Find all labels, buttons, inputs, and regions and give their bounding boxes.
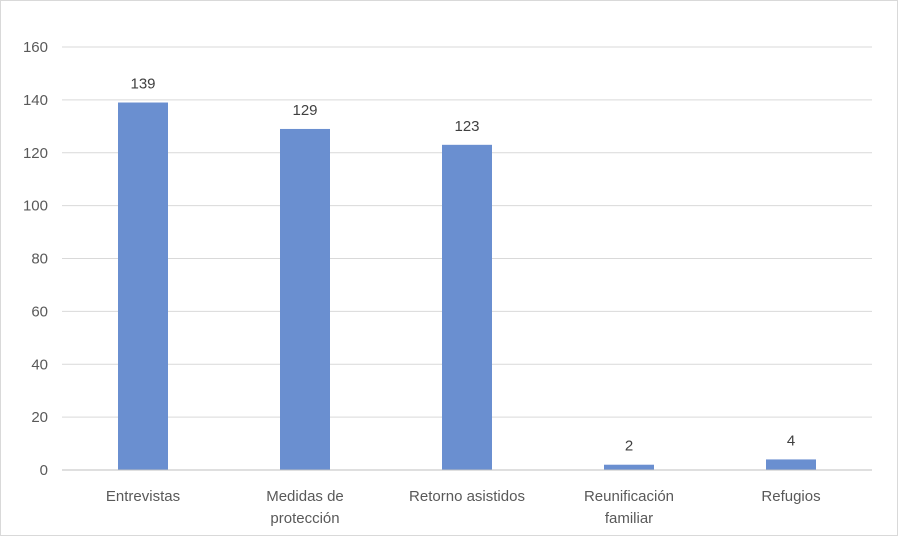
data-labels: 139 129 123 2 4	[130, 76, 795, 455]
y-tick-label: 60	[31, 303, 48, 320]
category-label: Refugios	[761, 488, 820, 505]
y-tick-label: 40	[31, 356, 48, 373]
data-label: 139	[130, 76, 155, 93]
category-label: Retorno asistidos	[409, 488, 525, 505]
data-label: 4	[787, 432, 795, 449]
category-label: Entrevistas	[106, 488, 180, 505]
y-tick-label: 140	[23, 92, 48, 109]
y-tick-label: 100	[23, 198, 48, 215]
bar	[766, 459, 816, 470]
bar	[442, 144, 492, 470]
y-tick-label: 160	[23, 39, 48, 56]
data-label: 129	[292, 102, 317, 119]
data-label: 2	[625, 438, 633, 455]
data-label: 123	[454, 118, 479, 135]
y-tick-label: 0	[40, 462, 48, 479]
category-label: Medidas de protección	[266, 488, 344, 527]
y-tick-label: 20	[31, 409, 48, 426]
bar	[604, 464, 654, 470]
bar	[280, 128, 330, 471]
category-label: Reunificación familiar	[584, 488, 674, 527]
y-tick-label: 80	[31, 251, 48, 268]
y-axis-tick-labels: 0 20 40 60 80 100 120 140 160	[23, 39, 48, 479]
x-axis-category-labels: Entrevistas Medidas de protección Retorno a…	[106, 488, 821, 527]
bar	[118, 102, 168, 471]
y-tick-label: 120	[23, 145, 48, 162]
bars	[118, 102, 816, 471]
